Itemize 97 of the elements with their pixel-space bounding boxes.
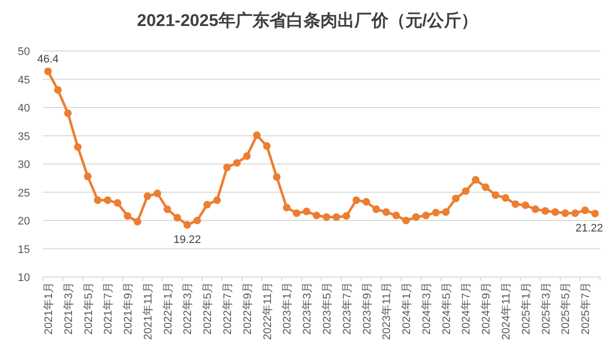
x-tick-label: 2021年3月 (62, 282, 75, 335)
x-tick-label: 2022年1月 (162, 282, 174, 335)
point (54, 86, 62, 94)
x-tick-label: 2021年9月 (122, 282, 135, 335)
point (44, 68, 52, 76)
point (492, 191, 500, 199)
x-tick-label: 2022年5月 (202, 282, 214, 335)
x-tick-label: 2025年7月 (580, 282, 592, 335)
point (382, 208, 390, 216)
point (74, 143, 82, 151)
x-tick-label: 2025年3月 (540, 282, 552, 335)
data-label: 46.4 (37, 53, 59, 66)
y-tick-label: 35 (18, 130, 30, 143)
point (322, 213, 330, 221)
x-tick-label: 2024年7月 (460, 282, 473, 335)
point (532, 205, 540, 213)
point (432, 208, 440, 216)
x-tick-label: 2024年3月 (420, 282, 433, 335)
point (164, 205, 172, 213)
point (124, 212, 132, 220)
point (412, 213, 420, 221)
data-label: 21.22 (575, 222, 604, 235)
point (442, 208, 450, 216)
x-tick-label: 2021年11月 (142, 282, 154, 340)
point (253, 131, 261, 139)
y-tick-label: 15 (18, 244, 30, 256)
x-tick-label: 2023年7月 (341, 282, 354, 335)
x-tick-label: 2024年1月 (401, 282, 414, 335)
point (332, 213, 340, 221)
point (282, 204, 290, 212)
point (134, 218, 142, 226)
point (571, 209, 579, 217)
y-tick-label: 30 (18, 159, 30, 171)
point (551, 208, 560, 216)
x-tick-label: 2024年9月 (480, 282, 493, 335)
point (472, 176, 480, 184)
point (243, 152, 251, 160)
x-tick-label: 2022年3月 (182, 282, 194, 335)
point (362, 198, 370, 206)
point (561, 209, 569, 217)
point (342, 212, 350, 220)
point (223, 164, 231, 172)
point (512, 200, 520, 208)
point (64, 109, 72, 117)
point (183, 221, 192, 229)
x-tick-label: 2025年5月 (560, 282, 572, 335)
point (203, 200, 211, 208)
point (581, 206, 589, 214)
point (272, 173, 281, 181)
x-tick-label: 2023年1月 (282, 282, 294, 335)
point (312, 212, 320, 220)
point (94, 196, 102, 204)
y-tick-label: 25 (18, 187, 30, 200)
point (114, 199, 122, 207)
point (104, 196, 112, 204)
x-tick-label: 2023年11月 (381, 282, 394, 340)
chart-title: 2021-2025年广东省白条肉出厂价（元/公斤） (136, 11, 478, 30)
x-tick-label: 2022年11月 (262, 282, 274, 340)
point (541, 207, 550, 215)
y-tick-label: 40 (18, 102, 30, 114)
x-tick-label: 2024年11月 (500, 282, 513, 340)
x-tick-label: 2023年9月 (361, 282, 374, 335)
point (462, 187, 470, 195)
x-tick-label: 2025年1月 (520, 282, 532, 335)
point (213, 196, 221, 204)
y-tick-label: 45 (18, 74, 30, 86)
point (591, 210, 599, 218)
point (262, 142, 271, 150)
x-tick-label: 2022年7月 (222, 282, 234, 335)
point (292, 209, 300, 217)
y-tick-label: 50 (18, 46, 30, 58)
point (302, 208, 310, 216)
x-tick-label: 2022年9月 (242, 282, 254, 335)
x-tick-label: 2024年5月 (440, 282, 453, 335)
data-label: 19.22 (173, 234, 201, 246)
point (372, 205, 380, 213)
x-tick-label: 2023年5月 (321, 282, 334, 335)
point (392, 212, 400, 220)
point (482, 183, 490, 191)
y-tick-label: 20 (18, 216, 30, 228)
point (173, 214, 182, 222)
point (193, 216, 201, 224)
x-tick-label: 2021年1月 (42, 282, 55, 335)
y-tick-label: 10 (18, 272, 30, 284)
point (402, 216, 410, 224)
point (352, 196, 360, 204)
x-tick-label: 2023年3月 (302, 282, 314, 335)
point (84, 172, 92, 180)
point (522, 201, 530, 210)
x-tick-label: 2021年7月 (102, 282, 115, 335)
point (154, 190, 162, 198)
x-tick-label: 2021年5月 (82, 282, 95, 335)
point (144, 192, 152, 200)
point (233, 159, 241, 167)
point (502, 194, 510, 202)
point (422, 212, 430, 220)
point (452, 194, 460, 202)
